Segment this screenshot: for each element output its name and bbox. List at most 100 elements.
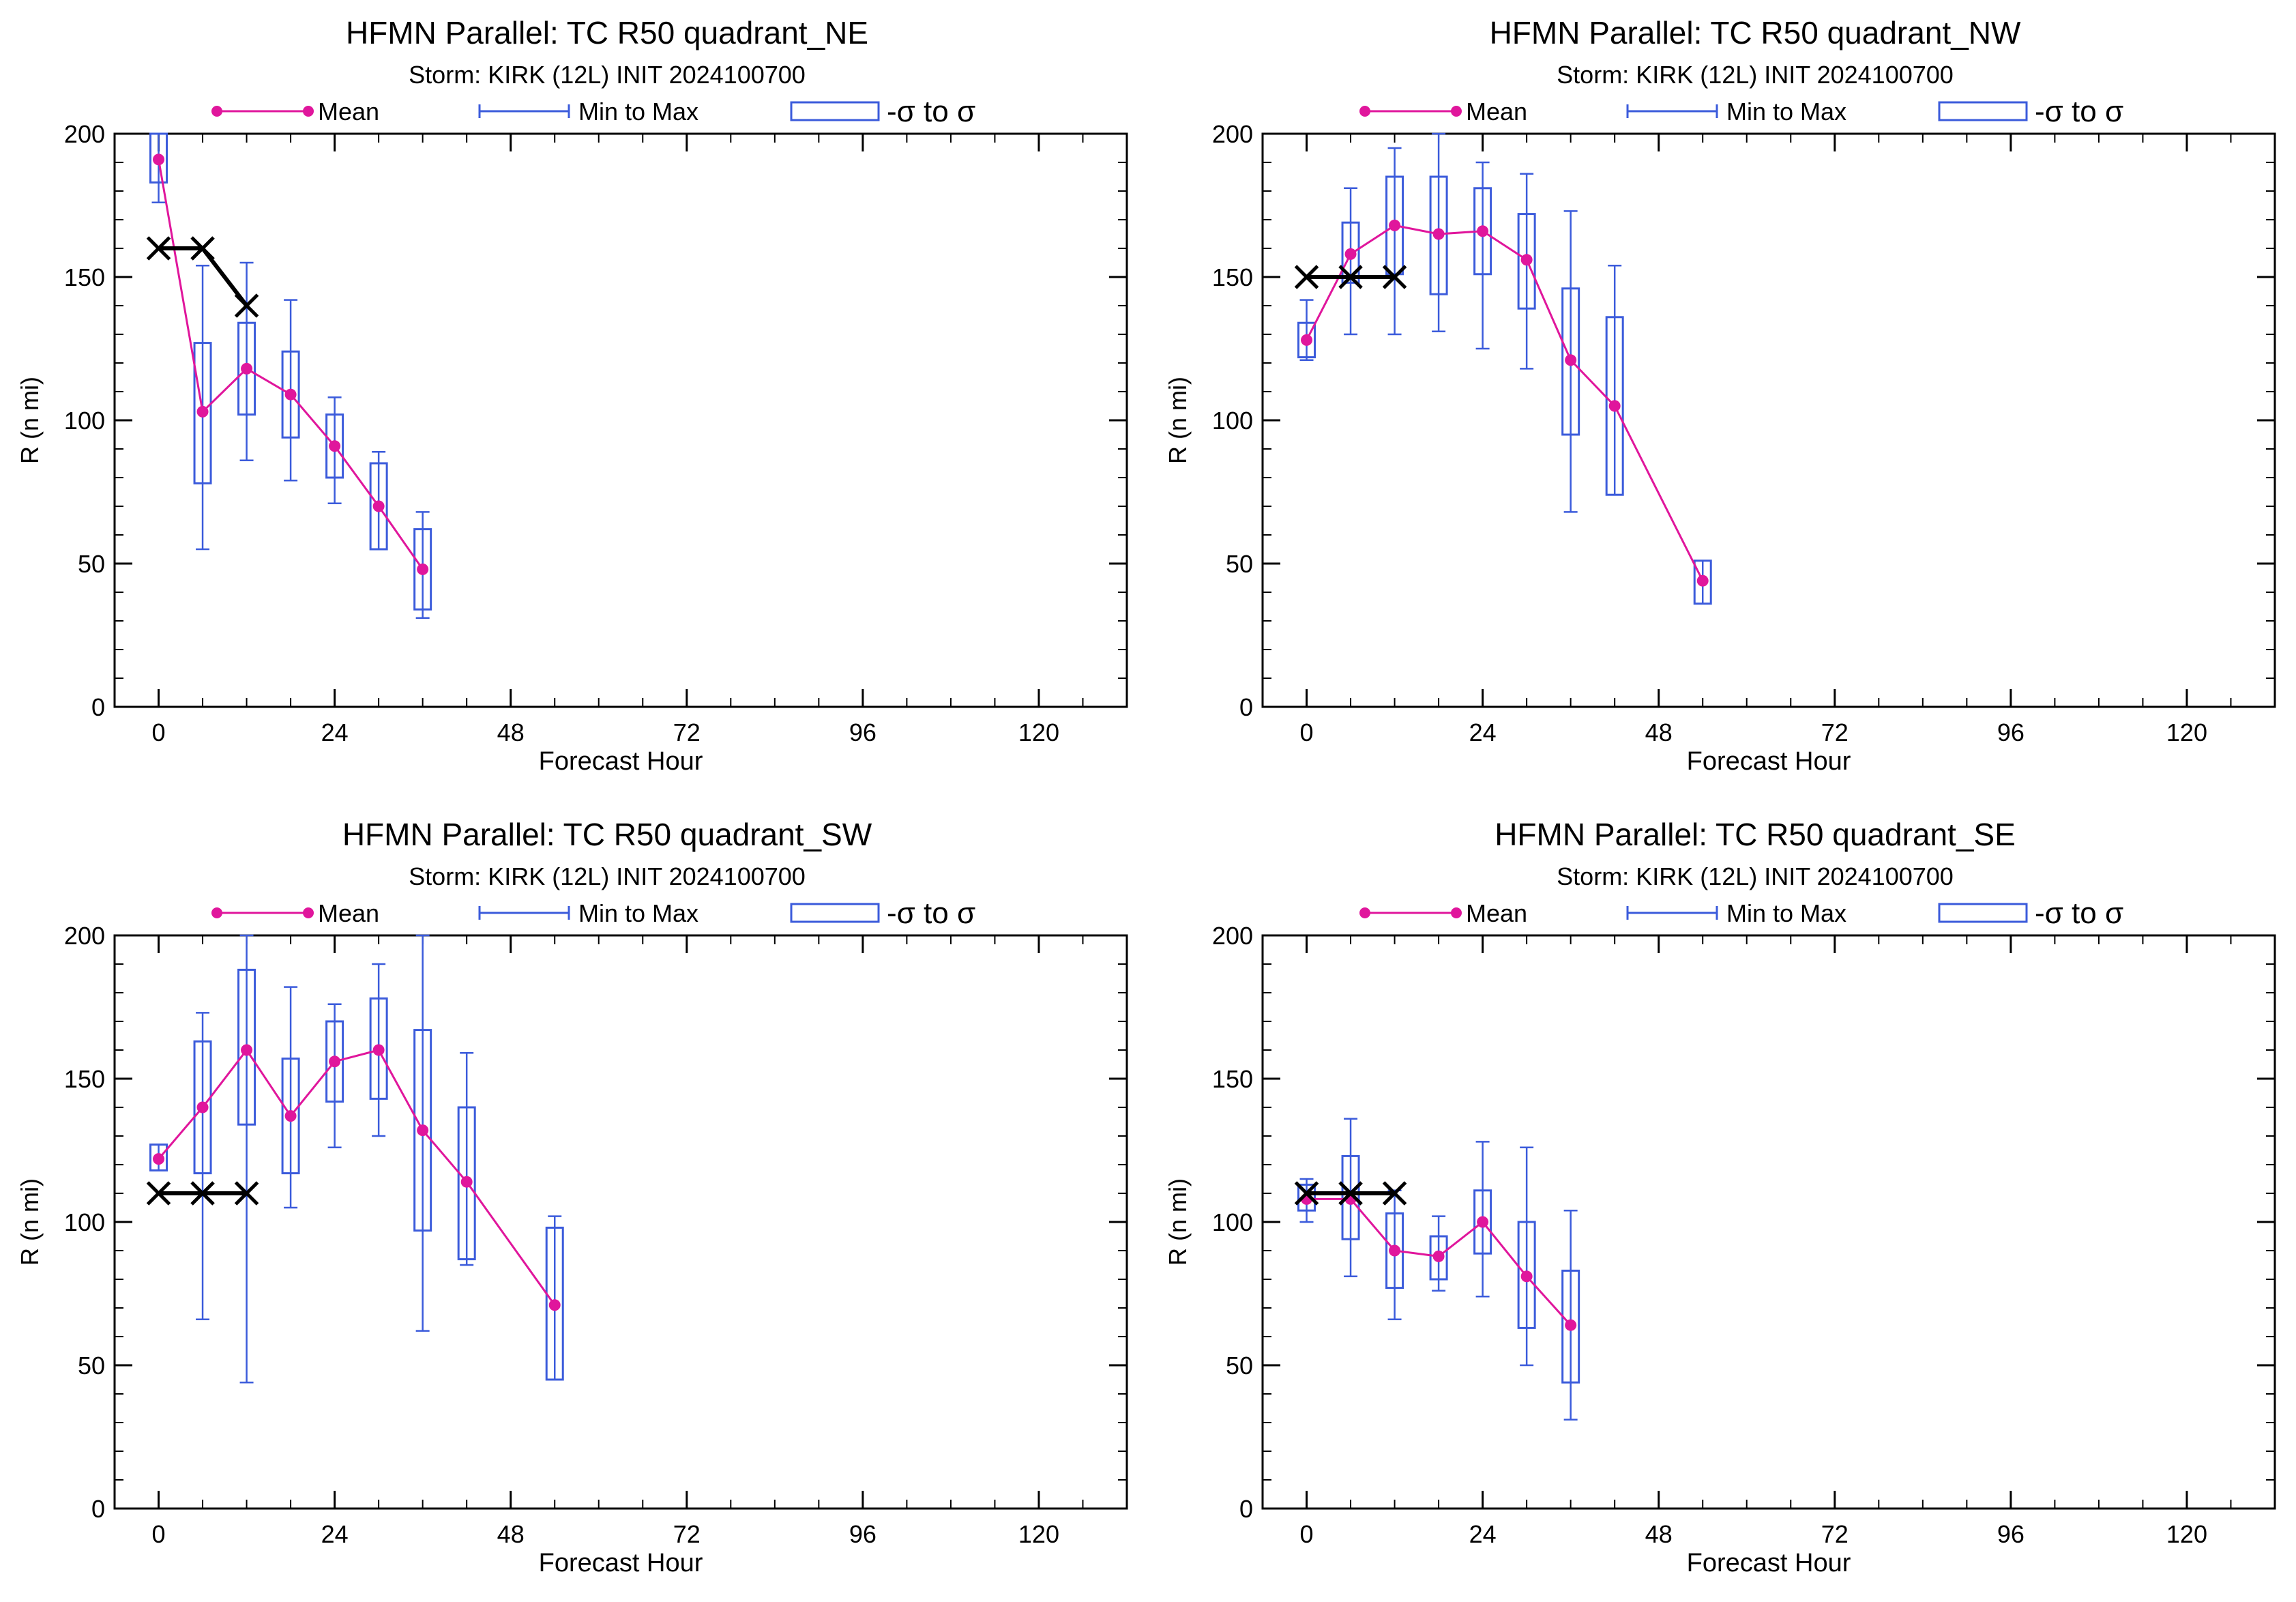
mean-point-hour-30 [372, 1044, 385, 1056]
y-tick-label: 100 [64, 407, 105, 435]
legend-sigma-box [790, 903, 880, 923]
observed-marker-hour-6 [190, 1181, 215, 1206]
legend: Mean Min to Max -σ to σ [1359, 897, 2123, 930]
mean-point-hour-54 [1696, 574, 1709, 587]
mean-point-hour-36 [417, 1124, 429, 1137]
legend-mean-marker [303, 907, 314, 918]
x-marker-stroke [146, 236, 171, 261]
legend-sigma-label: -σ to σ [2035, 897, 2123, 930]
legend: Mean Min to Max -σ to σ [1359, 95, 2123, 128]
forecast-box-hour-42 [457, 1051, 476, 1266]
sigma-box [149, 1144, 168, 1171]
sigma-box [1517, 213, 1536, 310]
y-axis-label: R (n mi) [1164, 1178, 1192, 1266]
sigma-box [149, 132, 168, 184]
observed-marker-hour-6 [1338, 1181, 1363, 1206]
legend-mean-marker [211, 907, 222, 918]
x-axis-label: Forecast Hour [1687, 1549, 1851, 1577]
sigma-box [1341, 1154, 1360, 1240]
x-tick-label: 0 [1300, 1520, 1314, 1548]
x-tick-label: 72 [673, 1520, 701, 1548]
forecast-box-hour-0 [149, 132, 168, 204]
y-tick-label: 50 [1226, 1352, 1253, 1380]
chart-title: HFMN Parallel: TC R50 quadrant_NW [1490, 15, 2021, 50]
y-tick-label: 150 [64, 1065, 105, 1093]
x-marker-stroke [234, 1181, 259, 1206]
legend-range-label: Min to Max [1726, 899, 1846, 927]
x-tick-label: 120 [1018, 718, 1059, 746]
x-marker-stroke [190, 236, 215, 261]
legend-mean-label: Mean [1466, 899, 1527, 927]
y-tick-label: 200 [64, 922, 105, 950]
sigma-box [413, 528, 432, 611]
x-tick-label: 120 [1018, 1520, 1059, 1548]
mean-point-hour-18 [284, 388, 297, 400]
sigma-box [1429, 175, 1448, 295]
legend-mean-label: Mean [1466, 98, 1527, 126]
y-tick-label: 200 [1212, 922, 1253, 950]
x-tick-label: 120 [2166, 1520, 2207, 1548]
mean-point-hour-42 [460, 1176, 473, 1188]
x-tick-label: 24 [1469, 718, 1497, 746]
sigma-box [237, 321, 256, 416]
x-marker-stroke [1294, 265, 1319, 289]
forecast-box-hour-12 [237, 261, 256, 462]
mean-point-hour-18 [1432, 228, 1445, 240]
forecast-box-hour-24 [325, 396, 344, 505]
mean-point-hour-42 [1608, 400, 1621, 412]
legend-mean-marker [303, 106, 314, 117]
mean-point-hour-24 [329, 440, 341, 452]
y-tick-label: 50 [78, 550, 105, 578]
mean-point-hour-6 [1344, 248, 1357, 260]
x-marker-stroke [234, 293, 259, 318]
mean-point-hour-24 [1477, 1216, 1489, 1228]
legend-range-label: Min to Max [1726, 98, 1846, 126]
plot-frame [113, 132, 1128, 708]
observed-marker-hour-12 [1382, 1181, 1407, 1206]
forecast-box-hour-0 [1297, 299, 1316, 362]
y-tick-label: 100 [1212, 407, 1253, 435]
sigma-box [457, 1106, 476, 1261]
observed-marker-hour-0 [1294, 265, 1319, 289]
forecast-box-hour-36 [1561, 1209, 1580, 1421]
observed-marker-hour-12 [1382, 265, 1407, 289]
y-tick-label: 200 [1212, 120, 1253, 148]
x-axis-label: Forecast Hour [539, 1549, 703, 1577]
chart-title: HFMN Parallel: TC R50 quadrant_SE [1495, 817, 2016, 852]
y-tick-label: 0 [1239, 1495, 1253, 1523]
sigma-box [369, 462, 388, 551]
legend-sigma-box [1938, 101, 2028, 121]
mean-point-hour-12 [1389, 1244, 1401, 1257]
x-tick-label: 24 [1469, 1520, 1497, 1548]
legend-mean-label: Mean [318, 98, 379, 126]
sigma-box [1385, 175, 1404, 276]
y-tick-label: 150 [64, 263, 105, 291]
sigma-box [1517, 1221, 1536, 1329]
mean-point-hour-0 [153, 154, 165, 166]
sigma-box [325, 413, 344, 479]
observed-marker-hour-0 [146, 236, 171, 261]
y-tick-label: 200 [64, 120, 105, 148]
x-tick-label: 96 [849, 1520, 877, 1548]
x-tick-label: 72 [673, 718, 701, 746]
mean-point-hour-6 [196, 405, 209, 418]
legend-range-label: Min to Max [578, 899, 698, 927]
observed-marker-hour-12 [234, 293, 259, 318]
sigma-box [1429, 1235, 1448, 1281]
chart-subtitle: Storm: KIRK (12L) INIT 2024100700 [409, 61, 806, 89]
legend-mean-marker [1359, 106, 1370, 117]
y-tick-label: 100 [64, 1208, 105, 1236]
sigma-box [1297, 321, 1316, 359]
x-marker-stroke [1338, 1181, 1363, 1206]
legend-sigma-label: -σ to σ [887, 897, 975, 930]
chart-subtitle: Storm: KIRK (12L) INIT 2024100700 [409, 862, 806, 890]
x-tick-label: 72 [1821, 718, 1849, 746]
x-tick-label: 96 [849, 718, 877, 746]
plot-frame [1261, 132, 2276, 708]
x-tick-label: 96 [1997, 718, 2025, 746]
mean-point-hour-12 [1389, 219, 1401, 231]
mean-point-hour-12 [241, 362, 253, 375]
forecast-box-hour-24 [1473, 161, 1492, 350]
chart-subtitle: Storm: KIRK (12L) INIT 2024100700 [1557, 61, 1954, 89]
mean-point-hour-12 [241, 1044, 253, 1056]
